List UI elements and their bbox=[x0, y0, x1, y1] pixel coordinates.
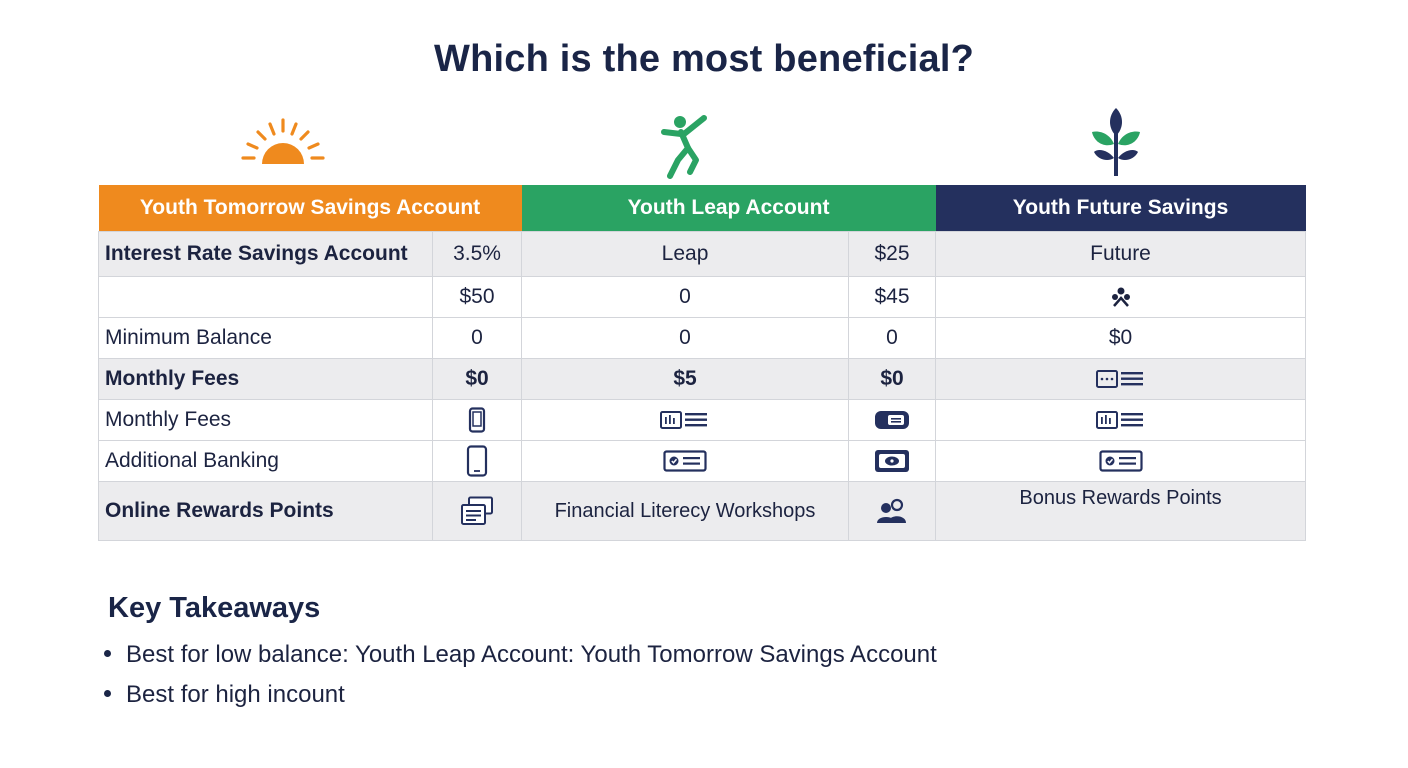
row-label bbox=[98, 276, 433, 318]
table-header-row: Youth Tomorrow Savings Account Youth Lea… bbox=[98, 185, 1306, 232]
table-cell bbox=[431, 440, 523, 482]
table-cell: Bonus Rewards Points bbox=[935, 481, 1307, 541]
wallet-icon bbox=[875, 450, 910, 473]
sprout-icon bbox=[1092, 108, 1140, 176]
table-row: Additional Banking bbox=[98, 440, 1307, 482]
statement-icon bbox=[1095, 411, 1143, 430]
row-label: Additional Banking bbox=[98, 440, 433, 482]
table-cell: 3.5% bbox=[431, 231, 523, 277]
table-cell: $5 bbox=[521, 358, 850, 400]
row-label: Minimum Balance bbox=[98, 317, 433, 359]
column-header-tomorrow: Youth Tomorrow Savings Account bbox=[98, 185, 522, 232]
phone-icon bbox=[468, 407, 486, 433]
table-cell bbox=[521, 440, 850, 482]
table-cell bbox=[935, 399, 1307, 441]
takeaways-title: Key Takeaways bbox=[108, 592, 321, 624]
table-cell: Financial Literecy Workshops bbox=[521, 481, 850, 541]
table-row: Monthly Fees $0 $5 $0 bbox=[98, 358, 1307, 400]
takeaway-text: Best for low balance: Youth Leap Account… bbox=[126, 641, 937, 668]
mobile-icon bbox=[466, 445, 488, 477]
table-cell bbox=[848, 481, 937, 541]
bullet-icon bbox=[104, 690, 111, 698]
table-row: Minimum Balance 0 0 0 $0 bbox=[98, 317, 1307, 359]
people-icon bbox=[1111, 287, 1130, 308]
table-cell: 0 bbox=[431, 317, 523, 359]
table-cell: $0 bbox=[431, 358, 523, 400]
table-cell: 0 bbox=[521, 276, 850, 318]
table-cell: $25 bbox=[848, 231, 937, 277]
table-cell bbox=[935, 440, 1307, 482]
table-row: Online Rewards Points Financial Literecy… bbox=[98, 481, 1307, 541]
runner-icon bbox=[661, 115, 707, 179]
documents-icon bbox=[461, 496, 493, 525]
page-title: Which is the most beneficial? bbox=[434, 38, 974, 80]
table-cell: $45 bbox=[848, 276, 937, 318]
takeaway-text: Best for high incount bbox=[126, 681, 345, 708]
row-label: Online Rewards Points bbox=[98, 481, 433, 541]
table-cell: 0 bbox=[848, 317, 937, 359]
table-row: Interest Rate Savings Account 3.5% Leap … bbox=[98, 231, 1307, 277]
row-label: Monthly Fees bbox=[98, 358, 433, 400]
check-icon bbox=[1098, 450, 1143, 473]
list-item: Best for high incount bbox=[104, 680, 937, 720]
table-cell bbox=[848, 399, 937, 441]
comparison-table: Youth Tomorrow Savings Account Youth Lea… bbox=[98, 185, 1307, 541]
table-cell: $0 bbox=[935, 317, 1307, 359]
statement-icon bbox=[660, 411, 708, 430]
table-row: $50 0 $45 bbox=[98, 276, 1307, 318]
table-cell: $50 bbox=[431, 276, 523, 318]
takeaways-list: Best for low balance: Youth Leap Account… bbox=[104, 640, 937, 720]
table-cell bbox=[935, 276, 1307, 318]
table-cell bbox=[431, 481, 523, 541]
column-header-leap: Youth Leap Account bbox=[521, 185, 936, 232]
table-cell bbox=[431, 399, 523, 441]
list-item: Best for low balance: Youth Leap Account… bbox=[104, 640, 937, 680]
table-row: Monthly Fees bbox=[98, 399, 1307, 441]
statement-icon bbox=[1095, 370, 1143, 389]
card-icon bbox=[875, 411, 910, 430]
table-cell bbox=[935, 358, 1307, 400]
table-cell: $0 bbox=[848, 358, 937, 400]
row-label: Monthly Fees bbox=[98, 399, 433, 441]
column-header-future: Youth Future Savings bbox=[935, 185, 1306, 232]
table-cell: Future bbox=[935, 231, 1307, 277]
bullet-icon bbox=[104, 650, 111, 658]
table-cell: Leap bbox=[521, 231, 850, 277]
table-cell bbox=[521, 399, 850, 441]
table-cell: 0 bbox=[521, 317, 850, 359]
table-cell bbox=[848, 440, 937, 482]
check-icon bbox=[663, 450, 707, 473]
users-icon bbox=[877, 498, 907, 523]
row-label: Interest Rate Savings Account bbox=[98, 231, 433, 277]
sunrise-icon bbox=[241, 118, 325, 164]
